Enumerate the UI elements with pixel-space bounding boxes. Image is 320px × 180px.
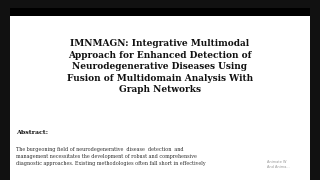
Text: Animate W
And Anima...: Animate W And Anima... — [267, 160, 290, 169]
Text: IMNMAGN: Integrative Multimodal
Approach for Enhanced Detection of
Neurodegenera: IMNMAGN: Integrative Multimodal Approach… — [67, 39, 253, 94]
FancyBboxPatch shape — [10, 8, 310, 16]
FancyBboxPatch shape — [10, 16, 310, 180]
Text: Abstract:: Abstract: — [16, 130, 48, 135]
Text: The burgeoning field of neurodegenerative  disease  detection  and
management ne: The burgeoning field of neurodegenerativ… — [16, 147, 206, 166]
